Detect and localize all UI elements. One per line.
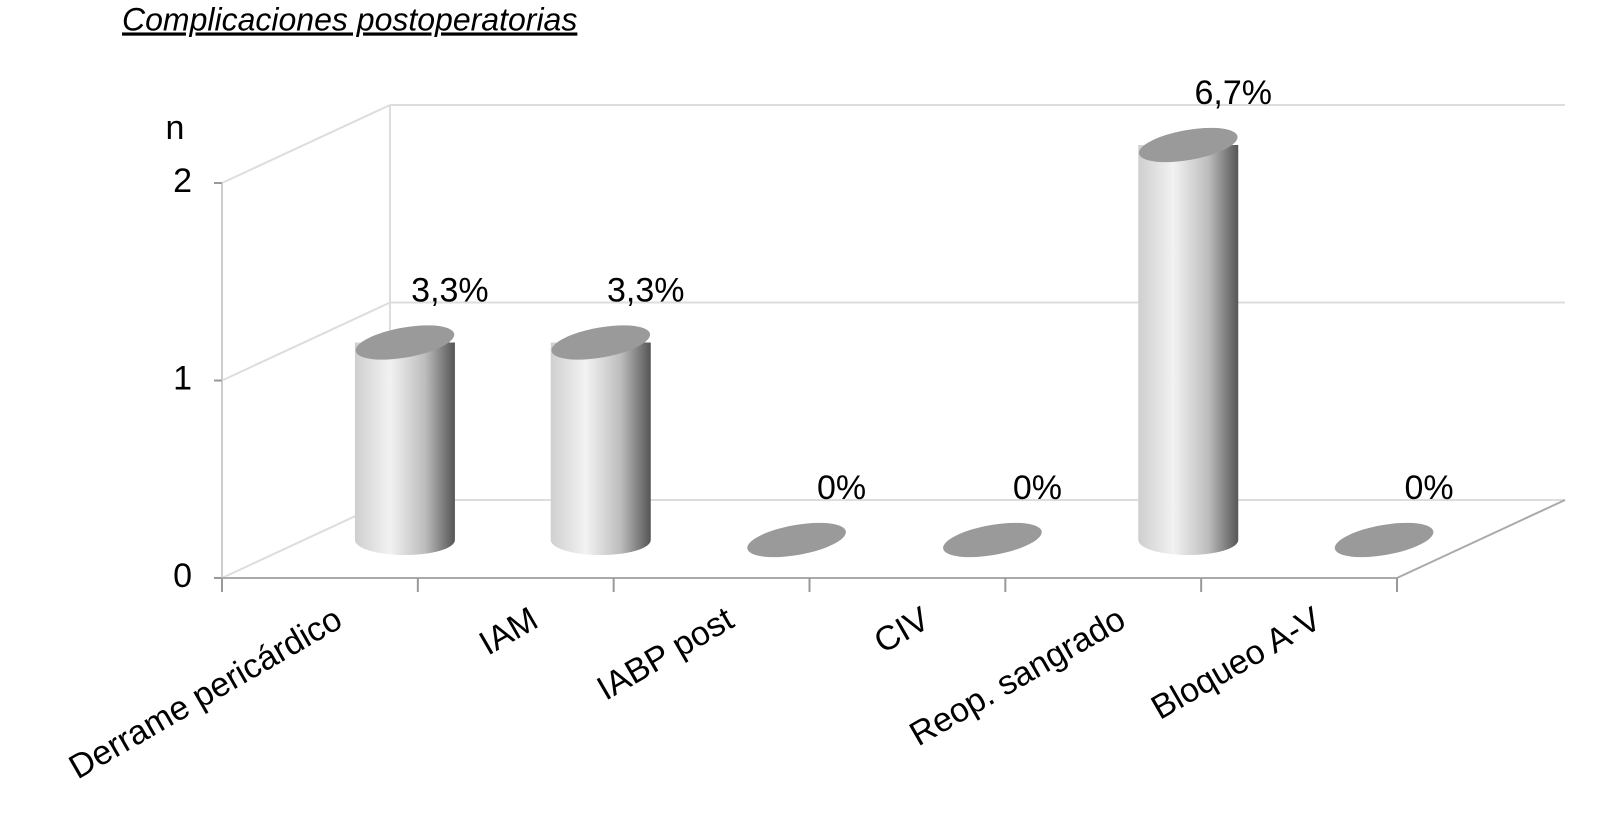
x-tick-label: IAM	[473, 600, 544, 663]
bar-top	[1138, 127, 1238, 163]
value-label: 6,7%	[1195, 74, 1273, 112]
value-label: 3,3%	[411, 271, 489, 309]
floor-side	[1396, 499, 1566, 579]
x-tick-label: Derrame pericárdico	[63, 600, 349, 787]
bar	[354, 342, 455, 555]
bar	[550, 342, 651, 555]
bar-top	[943, 522, 1042, 558]
y-tick-label: 2	[173, 162, 192, 200]
bar-top	[551, 325, 651, 360]
bar-top	[1334, 522, 1434, 558]
value-label: 0%	[1405, 469, 1454, 507]
y-tick-label: 1	[173, 359, 192, 397]
value-label: 0%	[817, 469, 866, 507]
chart-title: Complicaciones postoperatorias	[122, 1, 577, 37]
grid-line	[221, 104, 391, 184]
x-tick-label: CIV	[868, 600, 936, 661]
y-axis-label: n	[166, 109, 185, 147]
x-tick-label: IABP post	[591, 600, 741, 708]
bar	[1138, 145, 1239, 555]
bar-top	[355, 325, 455, 360]
x-tick-label: Reop. sangrado	[903, 600, 1132, 754]
value-label: 0%	[1013, 469, 1062, 507]
bar-top	[747, 522, 846, 558]
grid-line	[221, 301, 391, 382]
value-label: 3,3%	[607, 271, 685, 309]
x-tick-label: Bloqueo A-V	[1145, 600, 1328, 728]
y-tick-label: 0	[173, 557, 192, 595]
